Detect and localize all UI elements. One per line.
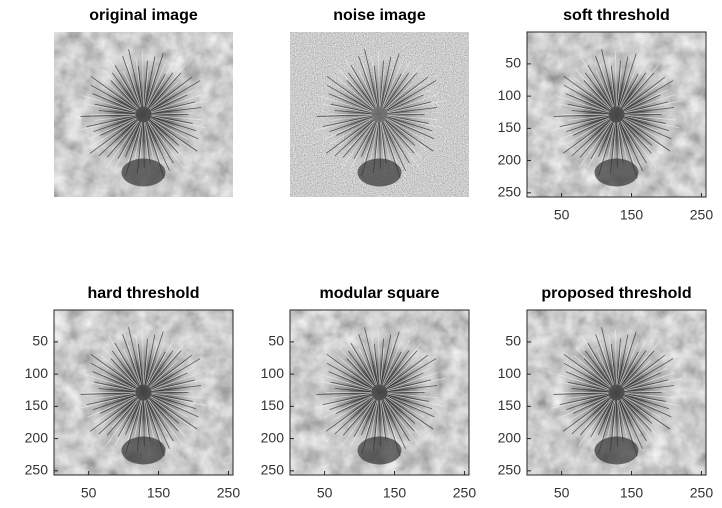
y-tick-label: 250: [25, 462, 49, 478]
image: [290, 32, 469, 197]
y-tick-label: 100: [498, 365, 522, 381]
y-tick-label: 150: [261, 397, 285, 413]
y-tick-label: 50: [505, 55, 521, 71]
panel-title: original image: [89, 7, 198, 24]
image: [527, 310, 706, 475]
panel-title: noise image: [333, 7, 426, 24]
x-tick-label: 50: [317, 485, 333, 501]
y-tick-label: 200: [498, 151, 522, 167]
x-tick-label: 150: [147, 485, 171, 501]
y-tick-label: 50: [505, 333, 521, 349]
y-tick-label: 250: [261, 462, 285, 478]
y-tick-label: 200: [498, 429, 522, 445]
y-tick-label: 200: [261, 429, 285, 445]
image: [290, 310, 469, 475]
y-tick-label: 50: [268, 333, 284, 349]
image: [54, 310, 233, 475]
y-tick-label: 200: [25, 429, 49, 445]
panel: original image: [54, 7, 233, 197]
panel: soft threshold 50 150 250 50 100 150 200 250: [498, 7, 714, 222]
panel-title: soft threshold: [563, 7, 670, 24]
x-tick-label: 150: [383, 485, 407, 501]
x-tick-label: 50: [81, 485, 97, 501]
y-tick-label: 100: [25, 365, 49, 381]
panel-title: modular square: [319, 285, 439, 302]
y-tick-label: 150: [498, 119, 522, 135]
panel: modular square 50 150 250 50 100 150 200 250: [261, 285, 477, 500]
y-tick-label: 150: [25, 397, 49, 413]
panel-title: proposed threshold: [541, 285, 691, 302]
x-tick-label: 250: [217, 485, 241, 501]
y-tick-label: 50: [32, 333, 48, 349]
panel: hard threshold 50 150 250 50 100 150 200 250: [25, 285, 241, 500]
y-tick-label: 250: [498, 462, 522, 478]
x-tick-label: 150: [620, 207, 644, 223]
panel: proposed threshold 50 150 250 50 100 150 200 250: [498, 285, 714, 500]
panel: noise image: [290, 7, 469, 197]
y-tick-label: 150: [498, 397, 522, 413]
image: [54, 32, 233, 197]
x-tick-label: 250: [453, 485, 477, 501]
x-tick-label: 50: [554, 485, 570, 501]
x-tick-label: 150: [620, 485, 644, 501]
figure: original image noise image soft threshold 5…: [0, 0, 722, 508]
y-tick-label: 250: [498, 184, 522, 200]
x-tick-label: 250: [690, 207, 714, 223]
y-tick-label: 100: [498, 87, 522, 103]
y-tick-label: 100: [261, 365, 285, 381]
panel-title: hard threshold: [87, 285, 199, 302]
x-tick-label: 50: [554, 207, 570, 223]
x-tick-label: 250: [690, 485, 714, 501]
image: [527, 32, 706, 197]
